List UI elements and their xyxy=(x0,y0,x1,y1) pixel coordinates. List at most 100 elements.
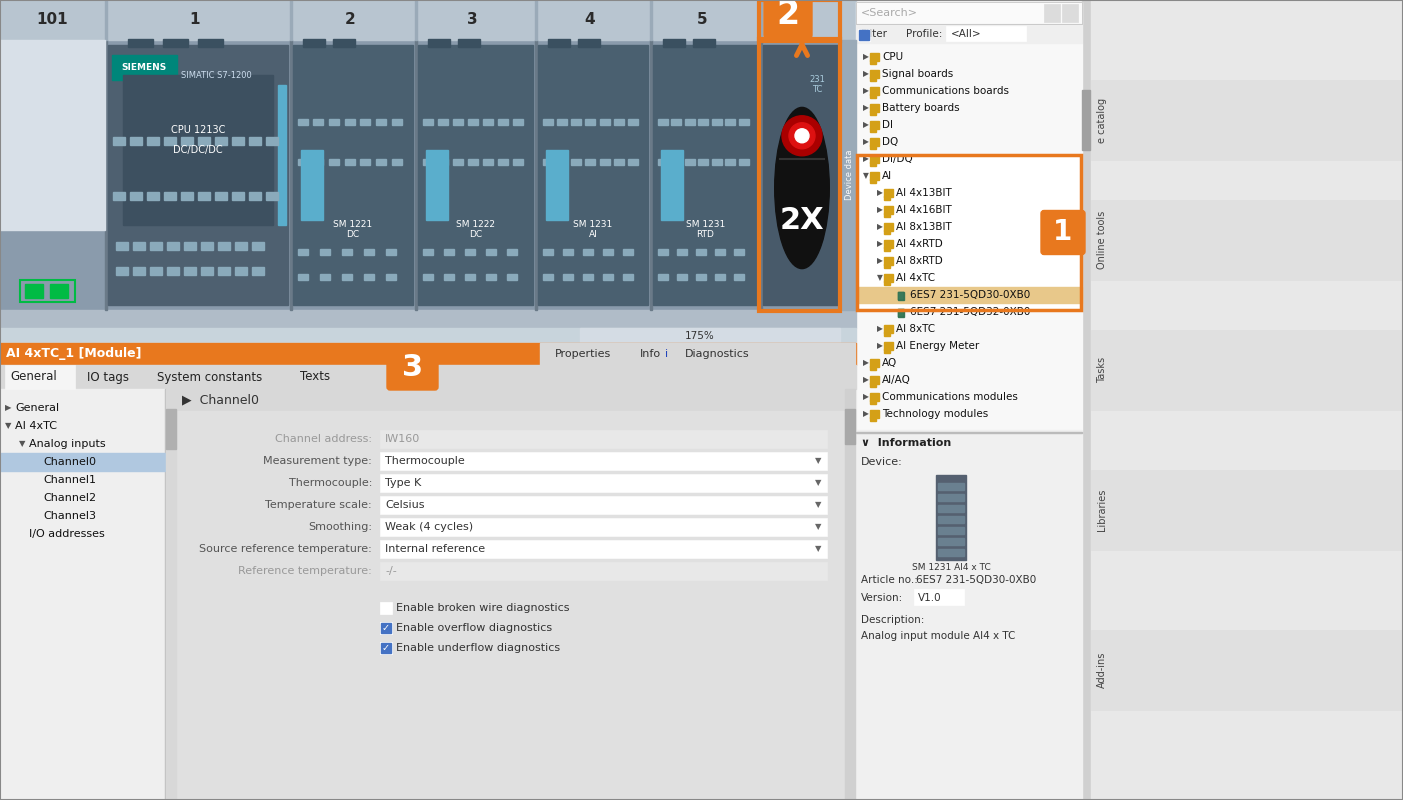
Bar xyxy=(543,159,553,165)
Bar xyxy=(386,274,396,280)
Bar xyxy=(380,622,391,634)
Bar xyxy=(150,242,161,250)
Bar xyxy=(671,159,680,165)
Bar xyxy=(112,55,177,80)
Bar xyxy=(248,192,261,200)
Bar xyxy=(870,162,875,166)
Bar xyxy=(133,267,145,275)
Text: Thermocouple: Thermocouple xyxy=(384,456,464,466)
Bar xyxy=(898,309,904,317)
Bar xyxy=(114,192,125,200)
Text: Enable broken wire diagnostics: Enable broken wire diagnostics xyxy=(396,603,570,613)
Bar xyxy=(884,281,890,285)
Bar xyxy=(483,119,492,125)
Bar xyxy=(696,249,706,255)
Bar xyxy=(116,267,128,275)
Bar xyxy=(386,249,396,255)
Bar xyxy=(248,137,261,145)
Bar xyxy=(884,247,890,251)
Text: CPU: CPU xyxy=(882,52,904,62)
Bar xyxy=(870,94,875,98)
Bar xyxy=(739,119,749,125)
Bar xyxy=(870,359,880,367)
Bar xyxy=(133,242,145,250)
Bar xyxy=(498,159,508,165)
Bar xyxy=(884,349,890,353)
Bar xyxy=(939,549,964,556)
Text: Enable underflow diagnostics: Enable underflow diagnostics xyxy=(396,643,560,653)
Text: ▶: ▶ xyxy=(863,53,868,62)
Text: 2X: 2X xyxy=(780,206,825,234)
Text: ▼: ▼ xyxy=(815,501,822,510)
Bar xyxy=(177,411,845,800)
Text: Battery boards: Battery boards xyxy=(882,103,960,113)
Bar xyxy=(105,40,107,310)
Bar xyxy=(428,39,450,47)
Text: Temperature scale:: Temperature scale: xyxy=(265,500,372,510)
Bar xyxy=(25,284,43,298)
Bar xyxy=(563,249,572,255)
Bar xyxy=(217,267,230,275)
Bar xyxy=(1092,470,1403,550)
Text: ▼: ▼ xyxy=(815,478,822,487)
Bar xyxy=(147,137,159,145)
Bar xyxy=(658,119,668,125)
Bar xyxy=(685,159,694,165)
Bar xyxy=(105,0,107,40)
Bar xyxy=(546,150,568,220)
Bar xyxy=(166,409,175,449)
Bar xyxy=(664,39,685,47)
Bar xyxy=(856,432,1082,433)
Bar xyxy=(108,45,288,305)
Bar xyxy=(376,119,386,125)
Bar xyxy=(578,39,600,47)
Text: Info: Info xyxy=(640,349,661,359)
Bar xyxy=(711,119,723,125)
Bar xyxy=(603,249,613,255)
FancyBboxPatch shape xyxy=(765,0,812,38)
Bar xyxy=(884,213,890,217)
Bar xyxy=(215,137,227,145)
Text: AI 4xTC_1 [Module]: AI 4xTC_1 [Module] xyxy=(6,347,142,361)
Text: DC/DC/DC: DC/DC/DC xyxy=(173,145,223,155)
Text: ▶: ▶ xyxy=(863,410,868,418)
Text: ▶: ▶ xyxy=(863,154,868,163)
Text: ✓: ✓ xyxy=(382,643,390,653)
Text: ▼: ▼ xyxy=(877,274,882,282)
Bar xyxy=(201,267,213,275)
Text: Celsius: Celsius xyxy=(384,500,425,510)
Bar xyxy=(939,527,964,534)
Bar xyxy=(313,119,323,125)
Text: AI 8xTC: AI 8xTC xyxy=(897,324,936,334)
Text: ∨  Information: ∨ Information xyxy=(861,438,951,448)
Bar xyxy=(391,119,403,125)
Text: Channel address:: Channel address: xyxy=(275,434,372,444)
Text: 2: 2 xyxy=(345,13,355,27)
Text: AI 8x13BIT: AI 8x13BIT xyxy=(897,222,951,232)
Bar xyxy=(267,137,278,145)
Bar xyxy=(1092,0,1403,800)
Bar xyxy=(20,280,74,302)
Bar xyxy=(857,155,1080,310)
Bar xyxy=(603,274,613,280)
Text: AI 4xTC: AI 4xTC xyxy=(897,273,936,283)
Text: SM 1231
AI: SM 1231 AI xyxy=(574,220,613,239)
Text: 175%: 175% xyxy=(685,331,716,341)
Bar xyxy=(884,332,890,336)
Bar xyxy=(128,39,153,47)
Bar xyxy=(884,257,892,265)
Text: DQ: DQ xyxy=(882,137,898,147)
Bar xyxy=(163,39,188,47)
Bar xyxy=(760,0,762,40)
Bar xyxy=(856,0,1403,800)
Bar xyxy=(658,249,668,255)
Bar xyxy=(856,287,1082,303)
Bar xyxy=(716,274,725,280)
Bar xyxy=(1082,90,1090,150)
Bar xyxy=(870,179,875,183)
Bar xyxy=(293,45,412,305)
Bar xyxy=(870,87,880,95)
Text: Weak (4 cycles): Weak (4 cycles) xyxy=(384,522,473,532)
Bar xyxy=(290,40,292,310)
Bar xyxy=(181,192,194,200)
